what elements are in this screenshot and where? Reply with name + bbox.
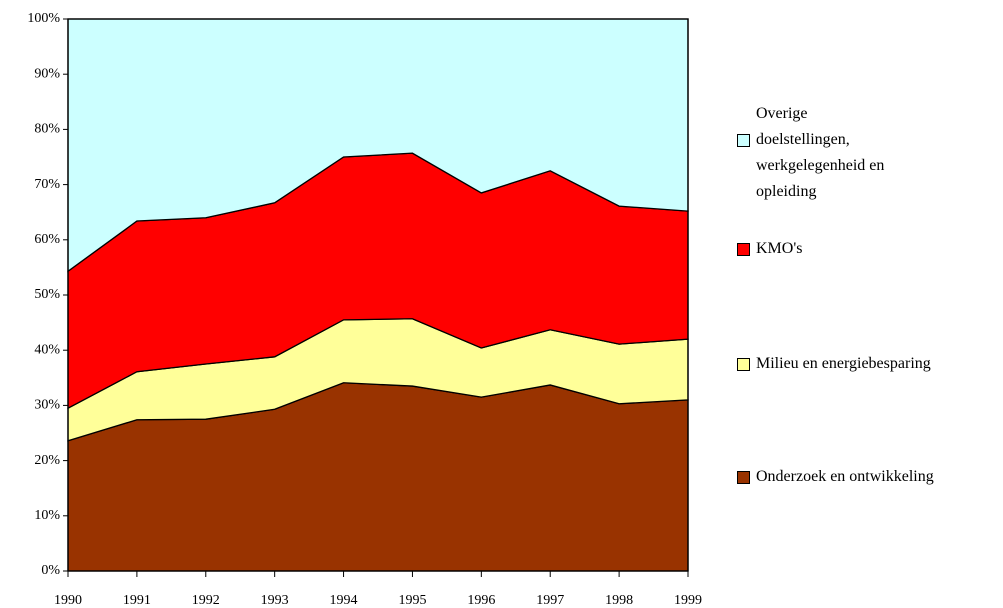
legend-entry: Onderzoek en ontwikkeling [737,464,1003,490]
x-tick-label: 1998 [605,593,633,608]
y-tick-label: 80% [34,122,60,137]
legend-label: KMO's [756,240,803,257]
y-tick-label: 10% [34,508,60,523]
legend-swatch [737,471,750,484]
y-tick-label: 50% [34,287,60,302]
legend-label: Milieu en energiebesparing [756,355,931,372]
x-tick-label: 1997 [536,593,564,608]
x-tick-label: 1996 [467,593,495,608]
y-tick-label: 60% [34,232,60,247]
x-tick-label: 1999 [674,593,702,608]
x-tick-label: 1992 [192,593,220,608]
legend-swatch [737,358,750,371]
y-tick-label: 0% [41,563,60,578]
legend-entry: KMO's [737,236,1003,262]
y-tick-label: 30% [34,398,60,413]
x-tick-label: 1993 [261,593,289,608]
y-tick-label: 90% [34,66,60,81]
x-tick-label: 1990 [54,593,82,608]
y-tick-label: 100% [27,11,60,26]
x-tick-label: 1991 [123,593,151,608]
y-tick-label: 40% [34,342,60,357]
legend-entry: Milieu en energiebesparing [737,351,1003,377]
legend-entry: Overige doelstellingen, werkgelegenheid … [737,101,901,205]
legend-swatch [737,243,750,256]
legend-swatch [737,134,750,147]
y-tick-label: 20% [34,453,60,468]
y-tick-label: 70% [34,177,60,192]
legend-label: Overige doelstellingen, werkgelegenheid … [756,105,885,200]
x-tick-label: 1994 [330,593,358,608]
legend-label: Onderzoek en ontwikkeling [756,468,934,485]
x-tick-label: 1995 [398,593,426,608]
